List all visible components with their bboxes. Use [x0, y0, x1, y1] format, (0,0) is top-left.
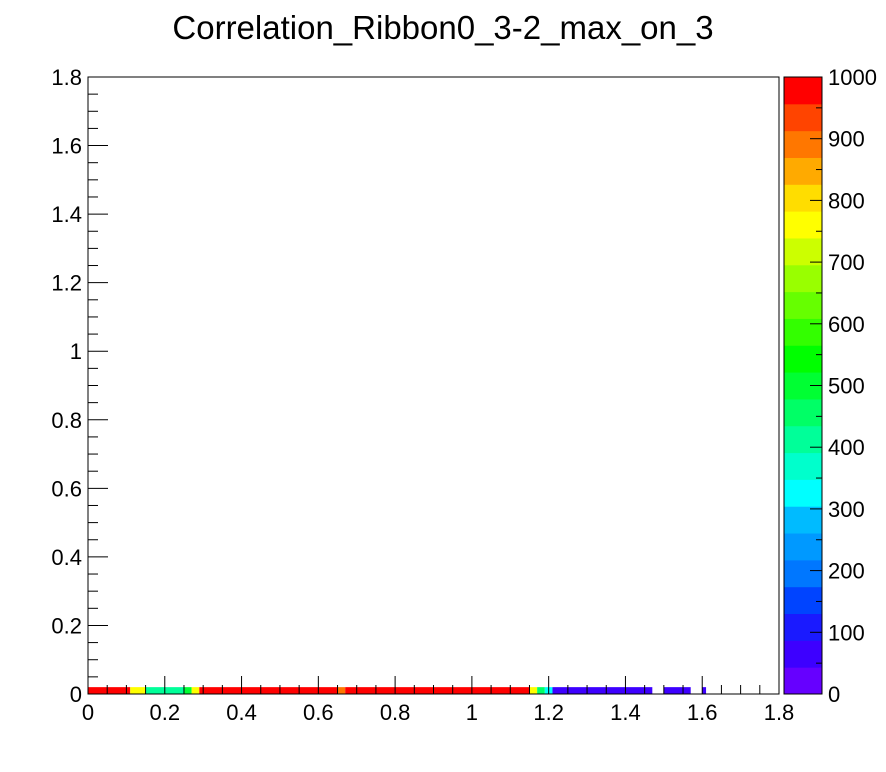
y-tick-label: 0.2: [51, 613, 82, 638]
heatmap-cells: [88, 687, 707, 694]
colorbar-tick-label: 400: [828, 435, 865, 460]
x-tick-label: 1: [466, 700, 478, 725]
colorbar-band: [784, 667, 822, 695]
x-tick-label: 1.4: [610, 700, 641, 725]
x-tick-label: 0.2: [149, 700, 180, 725]
colorbar-tick-label: 700: [828, 250, 865, 275]
colorbar-band: [784, 613, 822, 641]
heatmap-cell: [702, 687, 707, 694]
colorbar-tick-label: 100: [828, 620, 865, 645]
colorbar-tick-label: 600: [828, 312, 865, 337]
y-tick-label: 0.8: [51, 408, 82, 433]
colorbar-band: [784, 264, 822, 293]
y-tick-label: 1.4: [51, 202, 82, 227]
colorbar-tick-label: 0: [828, 682, 840, 707]
x-tick-label: 0: [82, 700, 94, 725]
colorbar-band: [784, 506, 822, 534]
heatmap-cell: [191, 687, 200, 694]
colorbar-band: [784, 291, 822, 319]
colorbar-tick-label: 1000: [828, 65, 877, 90]
colorbar-tick-label: 800: [828, 188, 865, 213]
colorbar-tick-label: 200: [828, 559, 865, 584]
heatmap-cell: [199, 687, 338, 694]
y-tick-label: 1: [70, 339, 82, 364]
y-tick-label: 1.6: [51, 134, 82, 159]
color-scale-bar: 0 100 200 300 400 500 600 700 800 900 1000: [783, 65, 877, 707]
colorbar-band: [784, 157, 822, 185]
y-tick-label: 0.6: [51, 476, 82, 501]
colorbar-tick-label: 900: [828, 127, 865, 152]
x-tick-label: 0.8: [380, 700, 411, 725]
heatmap-cell: [183, 687, 192, 694]
colorbar-band: [784, 533, 822, 561]
colorbar-band: [784, 586, 822, 615]
heatmap-cell: [663, 687, 691, 694]
heatmap-cell: [345, 687, 530, 694]
heatmap-cell: [337, 687, 346, 694]
colorbar-band: [784, 398, 822, 427]
colorbar-band: [784, 318, 822, 346]
colorbar-tick-label: 300: [828, 497, 865, 522]
x-tick-label: 0.6: [303, 700, 334, 725]
colorbar-band: [784, 345, 822, 373]
colorbar-band: [784, 559, 822, 588]
colorbar-band: [784, 452, 822, 480]
x-tick-label: 1.8: [764, 700, 795, 725]
heatmap-cell: [164, 687, 184, 694]
heatmap-cell: [130, 687, 146, 694]
heatmap-cell: [537, 687, 545, 694]
colorbar-band: [784, 184, 822, 212]
x-axis: 0 0.2 0.4 0.6 0.8 1 1.2 1.4 1.6 1.8: [82, 676, 794, 725]
colorbar-band: [784, 130, 822, 158]
colorbar-band: [784, 77, 822, 105]
colorbar-band: [784, 479, 822, 507]
colorbar-band: [784, 640, 822, 668]
chart-title: Correlation_Ribbon0_3-2_max_on_3: [172, 9, 713, 46]
heatmap-cell: [552, 687, 653, 694]
y-tick-label: 0.4: [51, 545, 82, 570]
heatmap-cell: [529, 687, 538, 694]
colorbar-band: [784, 103, 822, 132]
y-tick-label: 1.2: [51, 271, 82, 296]
colorbar-tick-label: 500: [828, 374, 865, 399]
y-tick-label: 0: [70, 682, 82, 707]
colorbar-band: [784, 237, 822, 266]
plot-frame: [87, 76, 780, 695]
x-tick-label: 1.2: [533, 700, 564, 725]
y-axis: 0 0.2 0.4 0.6 0.8 1 1.2 1.4 1.6 1.8: [51, 65, 108, 707]
heatmap-cell: [145, 687, 165, 694]
heatmap-cell: [88, 687, 131, 694]
colorbar-band: [784, 425, 822, 454]
colorbar-band: [784, 211, 822, 239]
y-tick-label: 1.8: [51, 65, 82, 90]
x-tick-label: 0.4: [226, 700, 257, 725]
x-tick-label: 1.6: [687, 700, 718, 725]
